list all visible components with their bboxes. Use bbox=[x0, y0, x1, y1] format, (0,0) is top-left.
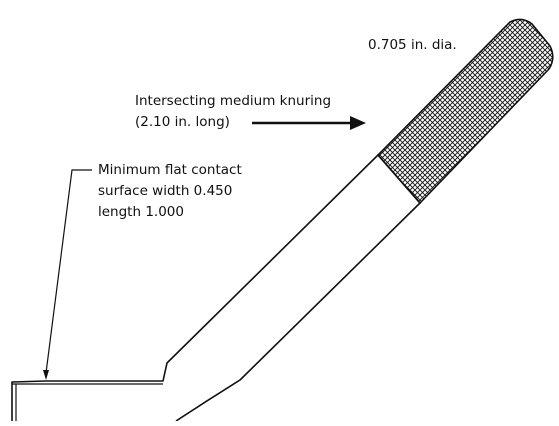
shank-knurl-boundary bbox=[377, 154, 421, 204]
knurled-grip bbox=[377, 18, 554, 204]
tool-body-outline bbox=[11, 154, 421, 421]
contact-leader bbox=[43, 169, 92, 380]
knurling-arrow bbox=[252, 116, 366, 130]
knurling-callout-line-1: Intersecting medium knuring bbox=[135, 93, 332, 109]
contact-callout-line-3: length 1.000 bbox=[98, 204, 184, 220]
knurling-callout-line-2: (2.10 in. long) bbox=[135, 114, 230, 130]
diameter-callout: 0.705 in. dia. bbox=[368, 37, 457, 53]
contact-callout-line-2: surface width 0.450 bbox=[98, 183, 233, 199]
contact-callout-line-1: Minimum flat contact bbox=[98, 162, 242, 178]
